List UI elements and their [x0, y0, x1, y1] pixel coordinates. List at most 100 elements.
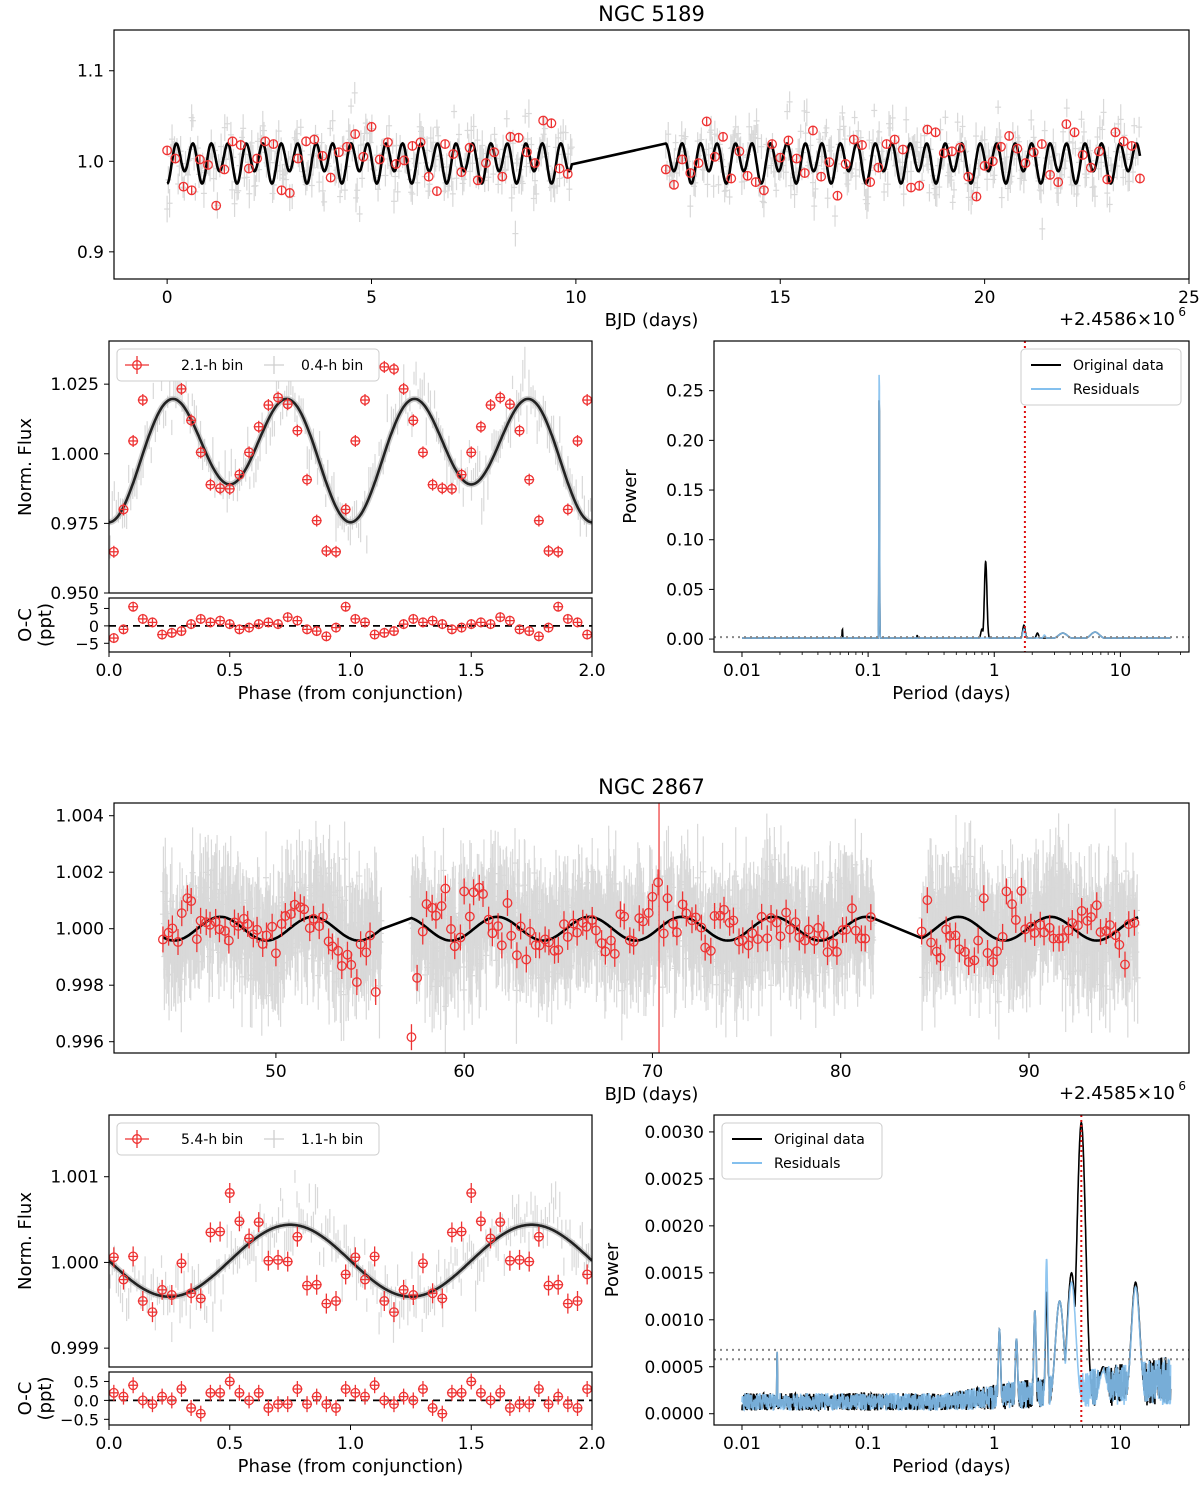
binned-point: [366, 121, 377, 132]
binned-point: [321, 546, 332, 556]
residual-point: [475, 617, 486, 628]
residual-point: [504, 615, 515, 626]
binned-point: [481, 158, 491, 169]
y-tick-label: 0.20: [666, 431, 704, 451]
binned-point: [1053, 177, 1064, 188]
residual-point: [514, 624, 525, 635]
binned-point: [437, 483, 448, 494]
binned-point: [195, 447, 206, 458]
binned-point: [546, 118, 557, 129]
binned-point: [963, 171, 974, 182]
binned-point: [423, 171, 434, 182]
binned-point: [767, 139, 778, 150]
binned-point: [489, 147, 500, 158]
binned-point: [946, 146, 957, 157]
binned-point: [914, 180, 925, 191]
binned-point: [317, 150, 328, 161]
binned-point: [1077, 150, 1088, 160]
binned-point: [857, 140, 867, 150]
x-tick-label: 25: [1178, 288, 1200, 308]
binned-point: [194, 154, 205, 165]
x-tick-label: 10: [565, 288, 587, 308]
y-tick-label: 1.025: [50, 375, 99, 395]
binned-point: [513, 132, 524, 143]
chart-title: NGC 5189: [598, 2, 705, 26]
binned-point: [292, 425, 303, 436]
binned-point: [808, 125, 818, 136]
binned-point: [244, 447, 255, 458]
residual-point: [195, 613, 206, 624]
binned-point: [514, 425, 525, 436]
plot-area: [109, 601, 592, 644]
x-offset-label: +2.4586×10: [1059, 309, 1175, 330]
y-tick-label: 0.15: [666, 481, 704, 501]
binned-point: [677, 154, 688, 165]
x-tick-label: 0.0: [95, 661, 122, 681]
binned-point: [554, 163, 565, 174]
binned-point: [431, 186, 442, 197]
binned-point: [311, 515, 322, 526]
binned-point: [701, 116, 712, 127]
binned-point: [399, 155, 410, 166]
binned-point: [211, 200, 222, 211]
ngc5189-phase-panel: 0.950 0.975 1.000 1.025 Norm. Flux 2.1-h bin 0…: [15, 340, 606, 704]
x-tick-label: 1.5: [458, 661, 485, 681]
binned-point: [340, 504, 351, 515]
binned-point: [186, 415, 197, 426]
binned-point: [533, 515, 544, 526]
x-tick-label: 0.01: [723, 661, 761, 681]
binned-point: [979, 160, 990, 171]
residual-point: [389, 626, 399, 637]
binned-point: [128, 436, 139, 446]
residual-point: [379, 627, 390, 638]
x-tick-label: 10: [1110, 661, 1132, 681]
binned-point: [485, 400, 496, 410]
binned-point: [475, 421, 486, 432]
binned-point: [170, 153, 181, 164]
legend: 2.1-h bin 0.4-h bin: [116, 348, 380, 382]
binned-point: [1036, 139, 1047, 150]
legend-label: 2.1-h bin: [181, 358, 243, 374]
axes-frame: [713, 340, 1190, 653]
binned-point: [824, 157, 835, 168]
axes-frame: [108, 340, 593, 594]
binned-point: [203, 159, 213, 170]
residual-point: [137, 613, 148, 624]
binned-point: [521, 147, 532, 158]
binned-point: [118, 504, 129, 515]
binned-point: [1102, 174, 1113, 185]
binned-point: [224, 483, 235, 494]
residual-point: [398, 619, 409, 630]
binned-point: [848, 134, 859, 145]
axes-frame: [113, 29, 1190, 280]
unbinned-data: [159, 808, 1141, 1053]
residual-point: [302, 624, 312, 635]
legend-label: Original data: [1073, 358, 1164, 374]
binned-point: [562, 504, 573, 515]
y-tick-label: 5: [89, 599, 99, 618]
binned-point: [1004, 130, 1015, 141]
binned-point: [816, 171, 827, 182]
residual-point: [176, 626, 187, 637]
residual-point: [157, 629, 168, 640]
y-axis-label: Norm. Flux: [15, 418, 36, 516]
original-data-line: [742, 400, 1171, 639]
binned-point: [282, 399, 293, 410]
residual-point: [186, 619, 197, 630]
binned-point: [750, 177, 761, 188]
residual-point: [533, 631, 544, 642]
binned-point: [553, 546, 564, 557]
x-tick-label: 1.0: [337, 661, 364, 681]
y-tick-label: 0.975: [50, 514, 99, 534]
binned-point: [205, 479, 216, 490]
binned-point: [263, 400, 274, 410]
x-axis-label: Phase (from conjunction): [238, 683, 464, 704]
residual-point: [466, 619, 477, 630]
binned-point: [309, 134, 320, 145]
binned-point: [1126, 140, 1137, 151]
binned-point: [832, 190, 843, 201]
residual-point: [562, 613, 573, 624]
binned-point: [333, 147, 344, 158]
binned-point: [456, 469, 467, 480]
